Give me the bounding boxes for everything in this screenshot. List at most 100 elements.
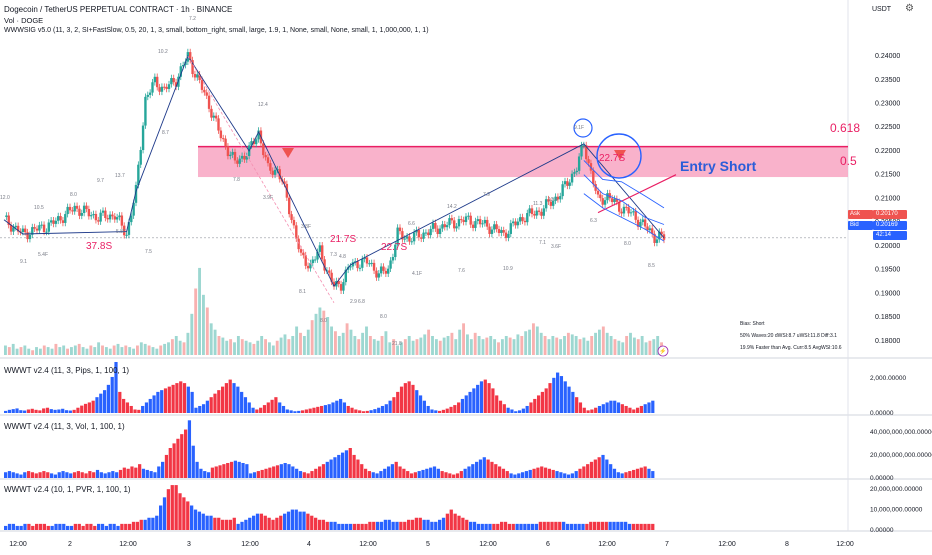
indicator-bar (110, 376, 114, 413)
indicator-bar (472, 521, 477, 530)
volume-bar (431, 336, 434, 355)
candle (243, 155, 246, 160)
indicator-bar (171, 384, 175, 413)
indicator-bar (476, 523, 481, 530)
indicator-bar (329, 521, 333, 530)
indicator-bar (430, 409, 434, 413)
indicator-bar (147, 517, 151, 530)
volume-bar (485, 337, 489, 355)
indicator-bar (418, 395, 423, 413)
candle (651, 228, 654, 234)
candle (97, 220, 100, 222)
wave-label: 8.0 (320, 318, 327, 324)
volume-bar (77, 343, 81, 355)
indicator-bar (62, 523, 66, 530)
candle (236, 160, 239, 164)
indicator-bar (631, 523, 636, 530)
indicator-bar (403, 521, 407, 530)
candle (238, 158, 241, 164)
indicator-bar (228, 379, 232, 413)
indicator-bar (85, 523, 89, 530)
candle (495, 224, 498, 230)
indicator-bar (229, 461, 234, 478)
bid-value: 0.20169 (873, 221, 907, 230)
volume-bar (4, 345, 7, 355)
volume-bar (268, 342, 271, 355)
candle (504, 232, 508, 238)
indicator-bar (360, 523, 364, 530)
indicator-bar (643, 404, 647, 413)
indicator-bar (586, 410, 590, 413)
indicator-bar (519, 523, 523, 530)
bias-line-2: 50% Waves:20 dWSI:8.7 uWSI:11.8 Diff:3.1 (740, 333, 837, 339)
indicator-bar (632, 409, 636, 413)
candle (233, 151, 237, 161)
candle (224, 138, 227, 147)
candle (61, 220, 65, 223)
indicator-bar (144, 402, 149, 413)
indicator-bar (291, 466, 295, 478)
candle (292, 219, 296, 226)
indicator-bar (100, 523, 105, 530)
indicator-bar (49, 409, 53, 413)
indicator-bar (346, 405, 350, 413)
volume-bar (104, 347, 108, 355)
indicator-bar (515, 523, 519, 530)
candle (573, 172, 576, 174)
volume-bar (415, 339, 419, 355)
candle (410, 241, 413, 243)
indicator-bar (491, 388, 495, 413)
indicator-bar (360, 464, 364, 478)
wave-label: 7.3 (330, 252, 337, 258)
panel-y-tick: 20,000,000,000.00000 (870, 452, 932, 459)
x-tick-label: 3 (187, 541, 191, 548)
wave-label: 7.5 (145, 249, 152, 255)
indicator-bar (178, 493, 182, 530)
indicator-bar (4, 410, 8, 413)
gear-icon[interactable]: ⚙ (905, 3, 914, 14)
indicator-bar (97, 523, 101, 530)
volume-bar (590, 336, 594, 355)
indicator-bar (137, 409, 141, 413)
indicator-bar (182, 383, 187, 413)
candle (356, 261, 359, 269)
indicator-bar (124, 523, 128, 530)
x-tick-label: 12:00 (479, 541, 497, 548)
indicator-bar (444, 472, 448, 478)
indicator-bar (373, 409, 377, 413)
volume-bar (559, 339, 563, 355)
y-tick-label: 0.19500 (875, 267, 900, 274)
wave-speed-label: 21.7S (330, 234, 356, 245)
candle (476, 219, 479, 222)
indicator-bar (237, 461, 241, 478)
indicator-bar (426, 405, 430, 413)
candle (483, 219, 487, 224)
indicator-bar (340, 452, 345, 478)
volume-bar (609, 336, 613, 355)
indicator-bar (68, 410, 72, 413)
candle (632, 211, 635, 213)
indicator-bar (551, 469, 555, 478)
indicator-bar (61, 471, 65, 478)
entry-short-label: Entry Short (680, 158, 757, 174)
indicator-bar (120, 523, 124, 530)
volume-bar (400, 342, 403, 355)
currency-label[interactable]: USDT (872, 6, 892, 13)
indicator-bar (398, 466, 402, 478)
wave-label: 10.9 (503, 266, 513, 272)
candle (648, 228, 652, 231)
volume-bar (555, 337, 559, 355)
indicator-bar (472, 388, 476, 413)
indicator-bar (434, 410, 438, 413)
volume-bar (279, 337, 283, 355)
indicator-bar (104, 525, 109, 530)
candle (528, 208, 531, 214)
indicator-bar (252, 515, 256, 530)
candle (464, 216, 468, 223)
candle (601, 198, 604, 205)
indicator-bar (80, 405, 84, 413)
indicator-bar (112, 523, 116, 530)
x-tick-label: 12:00 (119, 541, 137, 548)
